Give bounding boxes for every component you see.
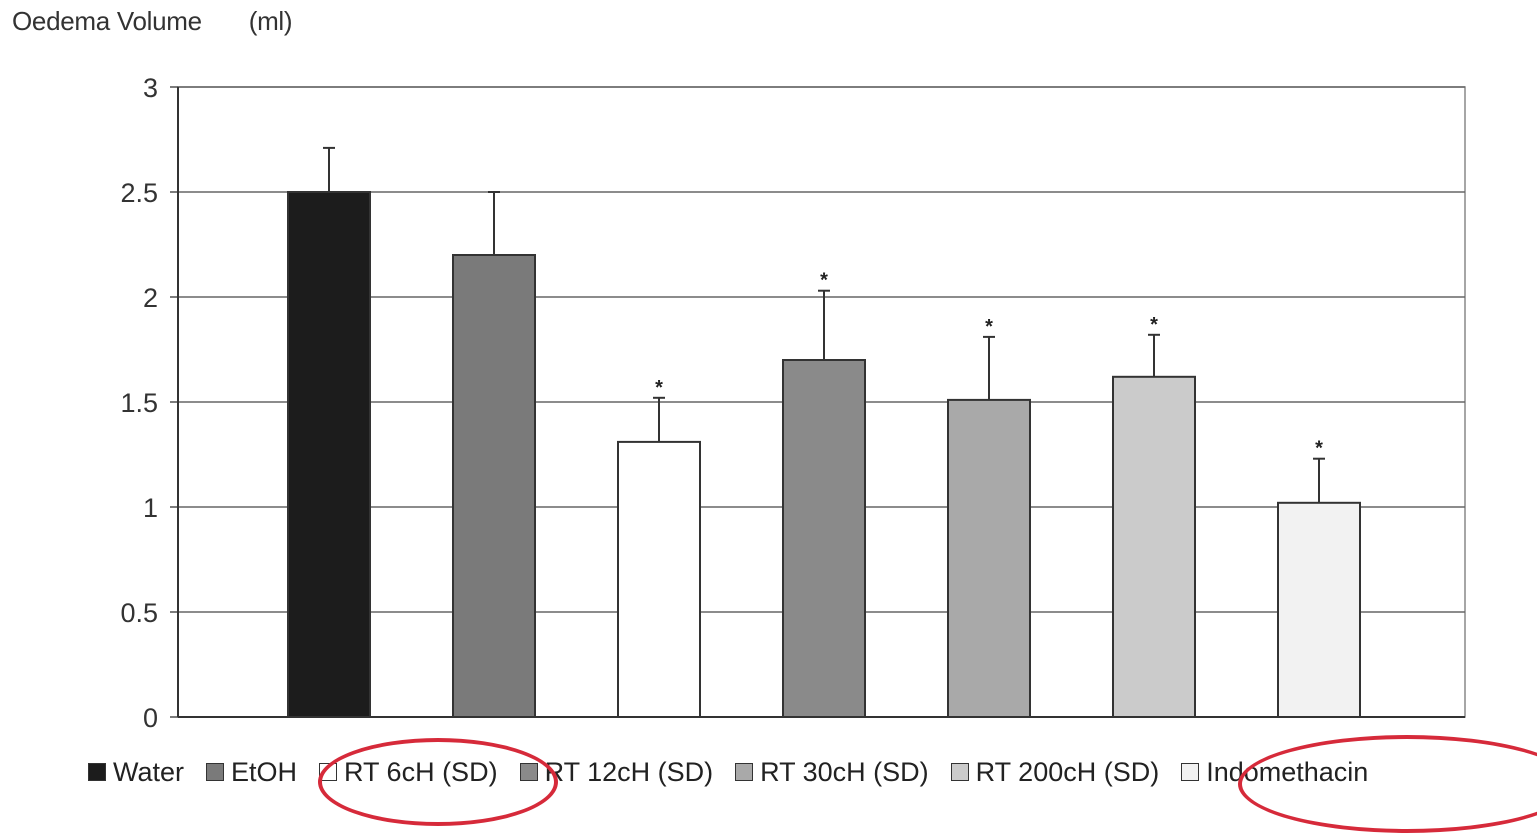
bar-1 bbox=[452, 254, 536, 718]
bar-6 bbox=[1277, 501, 1361, 718]
legend-label-4: RT 30cH (SD) bbox=[760, 756, 929, 787]
y-tick-label: 0.5 bbox=[120, 598, 158, 628]
bar-chart: 0 0.5 1 1.5 2 2.5 3 * * * * * bbox=[120, 73, 1466, 733]
significance-marker-5: * bbox=[1150, 314, 1158, 336]
bar-5 bbox=[1112, 375, 1196, 718]
legend-item-4: RT 30cH (SD) bbox=[735, 757, 929, 788]
y-tick-label: 2 bbox=[143, 283, 158, 313]
legend-swatch-4 bbox=[735, 763, 754, 781]
legend-swatch-3 bbox=[519, 763, 538, 781]
y-axis-title: Oedema Volume (ml) bbox=[12, 6, 293, 37]
legend-item-1: EtOH bbox=[206, 757, 297, 788]
legend-swatch-0 bbox=[88, 763, 106, 781]
legend-label-0: Water bbox=[113, 756, 185, 787]
chart-legend: Water EtOH RT 6cH (SD) RT 12cH (SD) RT 30cH … bbox=[88, 753, 1390, 791]
legend-item-0: Water bbox=[88, 757, 184, 788]
y-tick-label: 1.5 bbox=[120, 388, 158, 418]
legend-label-1: EtOH bbox=[231, 756, 298, 787]
y-tick-label: 0 bbox=[143, 703, 158, 733]
significance-marker-6: * bbox=[1315, 438, 1323, 460]
significance-marker-2: * bbox=[655, 377, 663, 399]
legend-label-5: RT 200cH (SD) bbox=[975, 756, 1160, 787]
legend-item-5: RT 200cH (SD) bbox=[950, 756, 1160, 788]
legend-item-6: Indomethacin bbox=[1181, 757, 1368, 788]
legend-swatch-5 bbox=[950, 763, 969, 781]
legend-item-2: RT 6cH (SD) bbox=[319, 757, 498, 788]
legend-item-3: RT 12cH (SD) bbox=[519, 756, 714, 788]
bar-2 bbox=[617, 440, 701, 718]
legend-label-2: RT 6cH (SD) bbox=[344, 756, 498, 787]
bar-4 bbox=[947, 398, 1031, 718]
significance-marker-3: * bbox=[820, 270, 828, 292]
y-axis-title-text: Oedema Volume bbox=[12, 6, 202, 36]
legend-label-3: RT 12cH (SD) bbox=[544, 756, 714, 787]
y-tick-label: 2.5 bbox=[120, 178, 158, 208]
significance-marker-4: * bbox=[985, 316, 993, 338]
y-axis-unit: (ml) bbox=[248, 6, 293, 36]
bar-3 bbox=[782, 359, 866, 718]
legend-swatch-1 bbox=[206, 763, 225, 781]
y-tick-label: 1 bbox=[143, 493, 158, 523]
y-tick-label: 3 bbox=[143, 73, 158, 103]
legend-swatch-2 bbox=[319, 763, 338, 781]
bar-0 bbox=[287, 191, 371, 718]
legend-label-6: Indomethacin bbox=[1206, 756, 1369, 787]
legend-swatch-6 bbox=[1181, 763, 1200, 781]
